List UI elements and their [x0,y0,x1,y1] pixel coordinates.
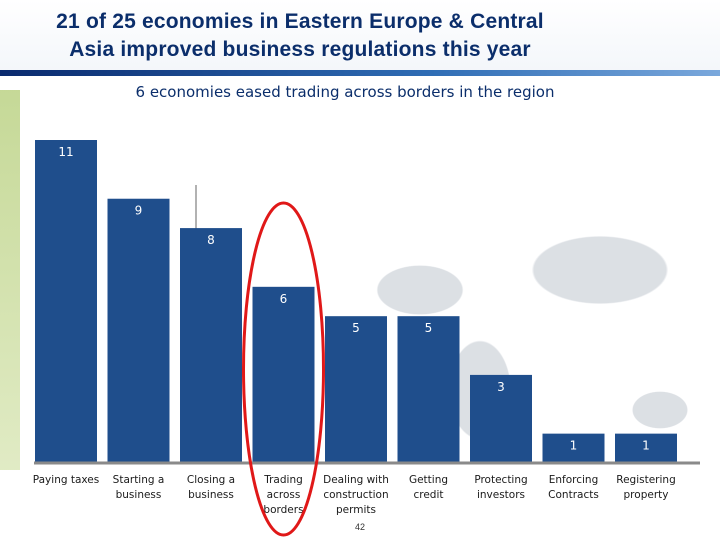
category-label-line: Paying taxes [33,474,99,486]
bar-value-label: 9 [135,204,143,218]
category-label: Dealing with construction permits [323,474,389,516]
category-label-line: Protecting [474,474,527,486]
category-label: Closing a business [187,474,235,501]
category-label-line: property [624,489,669,501]
bar [542,433,605,463]
category-label-line: Getting [409,474,448,486]
category-label: Enforcing Contracts [548,474,599,501]
title-bar [0,0,720,72]
category-label-line: Registering [616,474,675,486]
highlight-ellipse [242,201,325,537]
bar [35,140,97,463]
category-label-line: business [116,489,162,501]
bar-value-label: 5 [352,321,360,335]
category-label: Registering property [616,474,675,501]
title-divider [0,70,720,76]
category-label-line: business [188,489,234,501]
slide-title-line-2: Asia improved business regulations this … [69,38,531,61]
category-label-line: across [267,489,301,501]
category-label: Protecting investors [474,474,527,501]
category-label: Paying taxes [33,474,99,486]
left-accent-stripe [0,90,20,470]
category-label-line: credit [413,489,443,501]
bar [615,433,677,463]
category-label: Starting a business [113,474,165,501]
slide-title: 21 of 25 economies in Eastern Europe & C… [0,8,600,64]
bar [107,198,170,463]
category-label-line: Starting a [113,474,165,486]
chart-subtitle: 6 economies eased trading across borders… [135,83,555,101]
bar [180,228,242,463]
category-label-line: Closing a [187,474,235,486]
bar [325,316,387,463]
bar-value-label: 6 [280,292,288,306]
bar [252,286,315,463]
category-label-line: Contracts [548,489,599,501]
category-label-line: Trading [263,474,303,486]
category-label-line: borders [263,504,303,516]
category-label-line: construction [323,489,388,501]
category-label-line: Enforcing [549,474,599,486]
category-label-line: Dealing with [323,474,389,486]
bar-value-label: 5 [425,321,433,335]
bar-value-label: 11 [58,145,73,159]
bar-value-label: 8 [207,233,215,247]
page-number: 42 [354,522,365,532]
category-label: Getting credit [409,474,448,501]
bar-value-label: 1 [642,439,650,453]
category-label: Trading across borders [263,474,303,516]
category-label-line: permits [336,504,376,516]
bar [397,316,460,463]
bar-value-label: 3 [497,380,505,394]
bar-value-label: 1 [570,439,578,453]
category-label-line: investors [477,489,525,501]
slide-title-line-1: 21 of 25 economies in Eastern Europe & C… [56,10,544,33]
bar [470,374,532,463]
